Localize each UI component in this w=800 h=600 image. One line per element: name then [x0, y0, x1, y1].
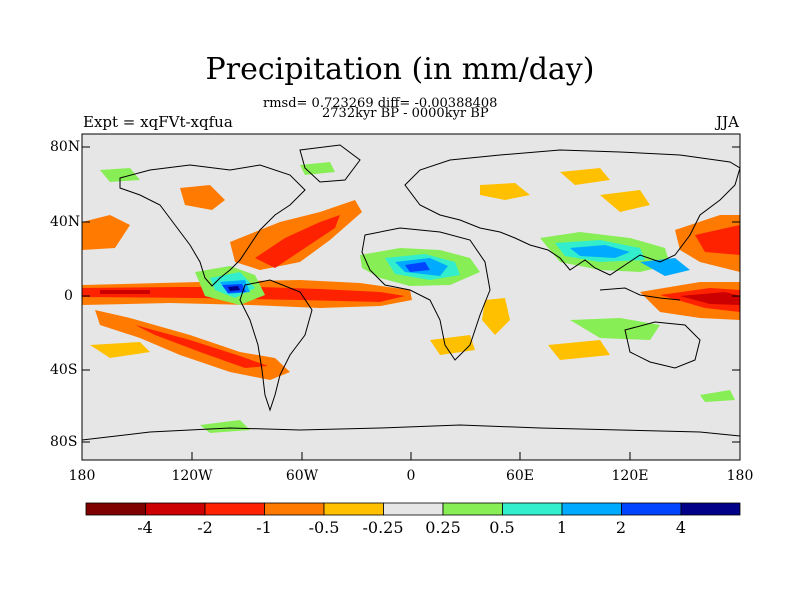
colorbar-box: [383, 502, 444, 516]
coast-greenland: [299, 144, 361, 183]
colorbar-label: 0.25: [425, 518, 461, 537]
anomaly-red: [135, 325, 268, 368]
colorbar-box: [264, 502, 325, 516]
coast-indonesia: [599, 287, 681, 301]
colorbar-box: [561, 502, 622, 516]
anomaly-blue: [405, 262, 430, 272]
lon-tick-label: 180: [68, 468, 96, 484]
colorbar-box: [680, 502, 741, 516]
anomaly-yellow: [90, 342, 150, 358]
anomaly-darkred: [100, 290, 150, 294]
anomaly-field: [82, 162, 740, 433]
colorbar-box: [442, 502, 503, 516]
anomaly-yellow: [600, 190, 650, 212]
colorbar-box: [323, 502, 384, 516]
colorbar-box: [502, 502, 563, 516]
anomaly-lightblue: [570, 245, 630, 258]
anomaly-red: [695, 225, 740, 255]
colorbar-box: [204, 502, 265, 516]
lon-tick-label: 120E: [611, 468, 649, 484]
colorbar-label: -0.5: [308, 518, 340, 537]
coast-antarctica: [82, 424, 740, 441]
coastlines: [82, 144, 740, 441]
season-label: JJA: [716, 113, 739, 131]
anomaly-yellow: [560, 168, 610, 185]
anomaly-green: [100, 168, 140, 182]
anomaly-green: [570, 318, 660, 340]
anomaly-yellow: [430, 335, 475, 355]
anomaly-darkred: [680, 292, 740, 305]
anomaly-yellow: [480, 183, 530, 200]
colorbar-box: [621, 502, 682, 516]
anomaly-orange: [82, 215, 130, 250]
experiment-label: Expt = xqFVt-xqfua: [83, 113, 233, 131]
map-title: Precipitation (in mm/day): [205, 52, 595, 87]
lon-tick-label: 60E: [505, 468, 535, 484]
coast-eurasia: [404, 149, 740, 276]
anomaly-green: [200, 420, 250, 433]
colorbar-label: -1: [256, 518, 272, 537]
lat-tick-label: 40S: [50, 362, 78, 378]
lon-tick-label: 180: [726, 468, 754, 484]
anomaly-yellow: [548, 340, 610, 360]
period-line: 2732kyr BP - 0000kyr BP: [322, 106, 489, 121]
lon-tick-label: 120W: [171, 468, 213, 484]
lat-tick-label: 40N: [50, 214, 81, 230]
colorbar-label: 1: [556, 518, 568, 537]
lat-tick-label: 80S: [50, 434, 78, 450]
anomaly-lightblue: [640, 258, 690, 276]
anomaly-navy: [228, 286, 240, 291]
colorbar-label: -0.25: [362, 518, 404, 537]
anomaly-yellow: [482, 298, 510, 335]
coast-africa: [361, 227, 491, 361]
colorbar-label: 0.5: [489, 518, 515, 537]
lat-tick-label: 80N: [50, 139, 81, 155]
anomaly-orange: [180, 185, 225, 210]
colorbar-label: 2: [615, 518, 627, 537]
coast-south-america: [239, 279, 313, 412]
coast-australia: [624, 321, 701, 369]
lat-tick-label: 0: [64, 288, 73, 304]
lon-tick-label: 0: [406, 468, 416, 484]
anomaly-red: [255, 215, 340, 268]
coast-north-america: [119, 164, 306, 287]
colorbar-box: [145, 502, 206, 516]
colorbar-label: -2: [197, 518, 213, 537]
colorbar-label: -4: [137, 518, 153, 537]
colorbar: [85, 502, 741, 516]
colorbar-box: [85, 502, 146, 516]
lon-tick-label: 60W: [285, 468, 319, 484]
stats-line: rmsd= 0.723269 diff= -0.00388408: [263, 96, 498, 111]
anomaly-green: [700, 390, 735, 402]
axis-ticks: [81, 146, 741, 460]
colorbar-label: 4: [675, 518, 687, 537]
